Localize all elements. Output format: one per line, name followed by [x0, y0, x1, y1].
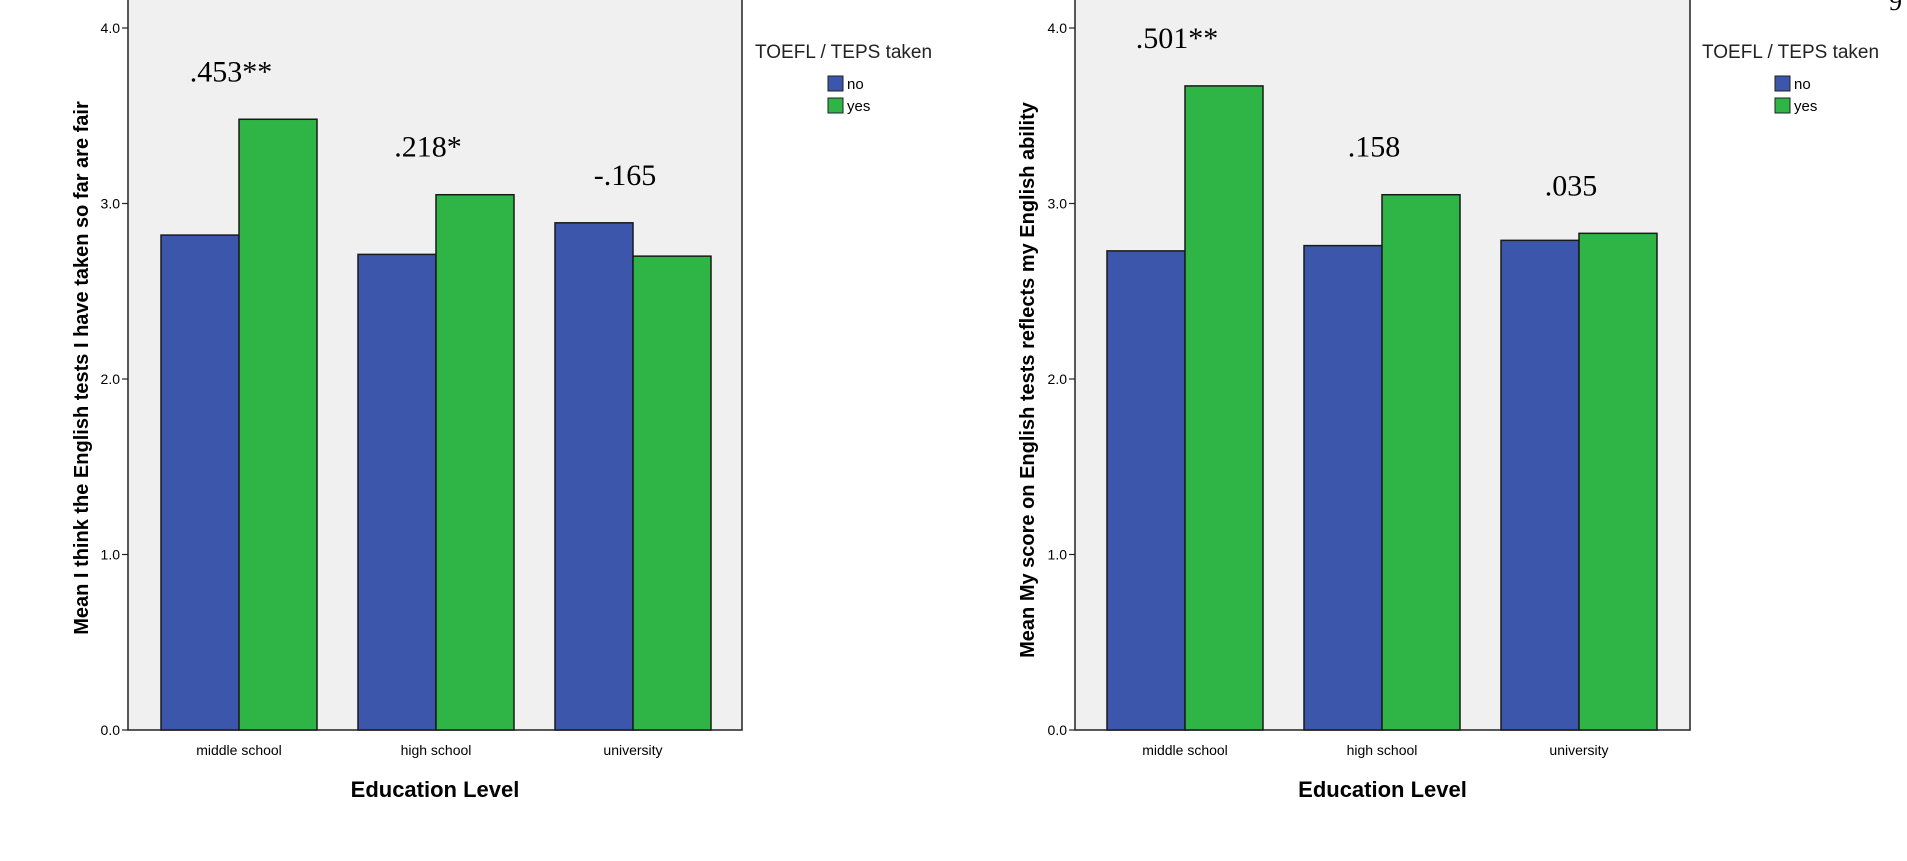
y-tick-label: 3.0 [1048, 196, 1068, 212]
y-tick-label: 4.0 [1048, 20, 1068, 36]
y-tick-label: 2.0 [1048, 371, 1068, 387]
legend: TOEFL / TEPS taken no yes [755, 42, 932, 115]
y-axis-title: Mean My score on English tests reflects … [1017, 101, 1039, 658]
y-tick-label: 0.0 [101, 722, 121, 738]
corner-mark: 9 [1889, 0, 1902, 16]
correlation-annotation: .501** [1136, 22, 1219, 55]
legend-swatch-yes [827, 97, 844, 114]
x-tick-label: university [603, 742, 662, 758]
y-tick-label: 4.0 [101, 20, 121, 36]
chart-panel-1: 0.0 1.0 2.0 3.0 4.0 middle school .453** high s… [71, 0, 932, 802]
correlation-annotation: -.165 [594, 159, 657, 192]
y-axis-title: Mean I think the English tests I have ta… [71, 101, 93, 635]
legend-swatch-no [1774, 75, 1791, 92]
legend-label-yes: yes [1794, 98, 1817, 115]
correlation-annotation: .218* [394, 131, 462, 164]
bar-no [554, 222, 634, 731]
bar-yes [238, 118, 318, 731]
bar-no [160, 234, 240, 731]
y-tick-label: 2.0 [101, 371, 121, 387]
legend: TOEFL / TEPS taken no yes [1702, 42, 1879, 115]
y-tick-label: 1.0 [1048, 547, 1068, 563]
y-tick-label: 1.0 [101, 547, 121, 563]
legend-label-yes: yes [847, 98, 870, 115]
bar-yes [632, 255, 712, 731]
legend-title: TOEFL / TEPS taken [755, 42, 932, 63]
y-tick-label: 3.0 [101, 196, 121, 212]
bar-yes [1381, 193, 1461, 731]
bar-yes [435, 193, 515, 731]
legend-swatch-yes [1774, 97, 1791, 114]
x-tick-label: high school [401, 742, 472, 758]
bar-no [1500, 239, 1580, 731]
x-tick-label: middle school [1142, 742, 1228, 758]
legend-label-no: no [847, 76, 864, 93]
bar-no [1303, 244, 1383, 731]
correlation-annotation: .035 [1545, 169, 1598, 202]
bar-yes [1184, 85, 1264, 731]
chart-panel-2: 0.0 1.0 2.0 3.0 4.0 middle school .501** high s… [1017, 0, 1879, 802]
bar-no [357, 253, 437, 731]
x-axis-title: Education Level [351, 777, 520, 802]
correlation-annotation: .453** [190, 55, 273, 88]
x-tick-label: university [1549, 742, 1608, 758]
y-tick-label: 0.0 [1048, 722, 1068, 738]
x-tick-label: high school [1347, 742, 1418, 758]
bar-no [1106, 250, 1186, 731]
x-axis-title: Education Level [1298, 777, 1467, 802]
legend-title: TOEFL / TEPS taken [1702, 42, 1879, 63]
legend-label-no: no [1794, 76, 1811, 93]
bar-yes [1578, 232, 1658, 731]
correlation-annotation: .158 [1348, 131, 1401, 164]
legend-swatch-no [827, 75, 844, 92]
x-tick-label: middle school [196, 742, 282, 758]
